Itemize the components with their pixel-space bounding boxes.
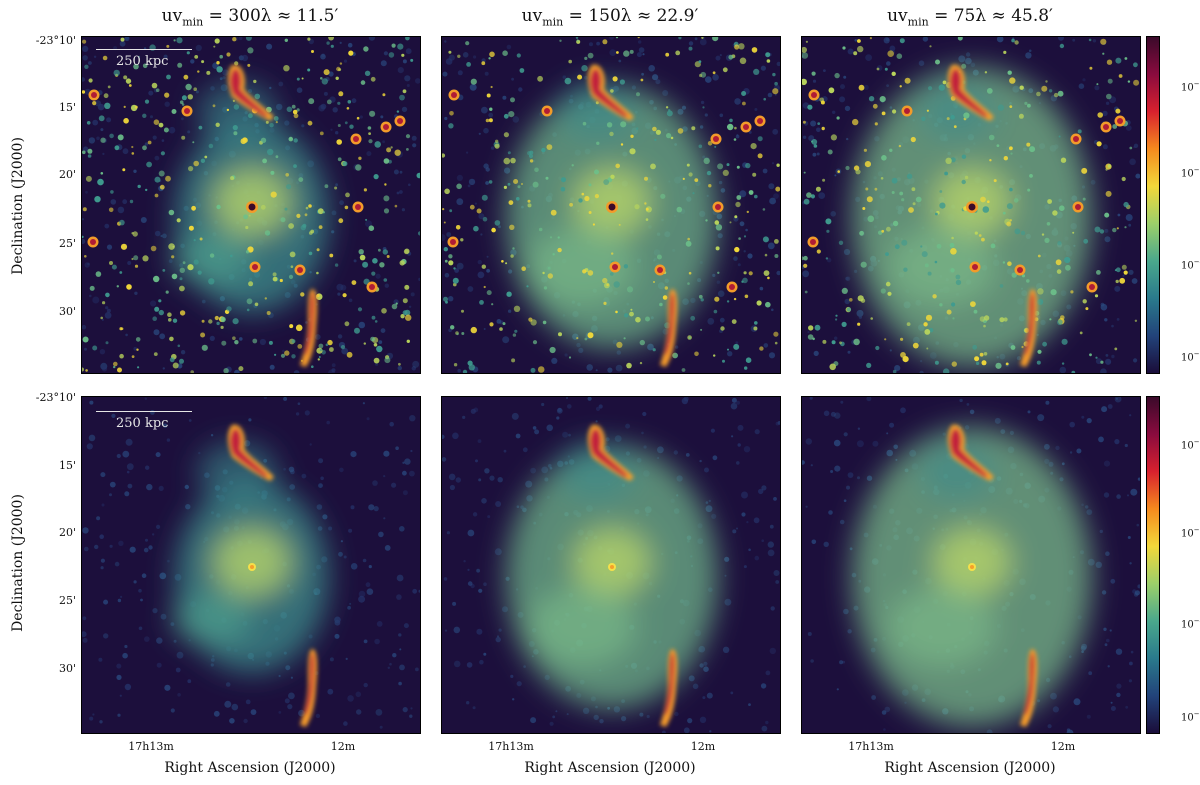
title-sub: min	[907, 15, 929, 29]
column-title-2: uvmin = 150λ ≈ 22.9′	[440, 6, 780, 28]
y-axis-label-bottom: Declination (J2000)	[10, 494, 26, 632]
radio-map-image	[82, 397, 420, 733]
scale-bar-label-top: 250 kpc	[116, 54, 169, 69]
title-prefix: uv	[161, 6, 183, 26]
x-axis-label: Right Ascension (J2000)	[164, 760, 336, 776]
y-axis-label-top: Declination (J2000)	[10, 137, 26, 275]
tick-exp: −3	[1193, 526, 1200, 534]
radio-map-image	[442, 397, 780, 733]
radio-map-image	[802, 397, 1140, 733]
title-rest: = 75λ ≈ 45.8′	[928, 6, 1053, 26]
colorbar-tick-label: 10−4	[1181, 258, 1200, 271]
title-prefix: uv	[521, 6, 543, 26]
ra-tick-label: 17h13m	[128, 740, 174, 753]
colorbar-tick-label: 10−2	[1181, 80, 1200, 93]
colorbar-tick-label: 10−4	[1181, 617, 1200, 630]
tick-exp: −2	[1193, 80, 1200, 88]
colorbar-top	[1146, 36, 1160, 374]
colorbar-tick-label: 10−5	[1181, 710, 1200, 723]
dec-tick-label: -23°10'	[35, 34, 76, 47]
map-panel-top-1	[81, 36, 421, 374]
ra-tick-label: 17h13m	[488, 740, 534, 753]
tick-exp: −2	[1193, 438, 1200, 446]
dec-tick-label: 25'	[58, 594, 76, 607]
tick-exp: −4	[1193, 258, 1200, 266]
title-sub: min	[182, 15, 204, 29]
tick-base: 10	[1181, 440, 1194, 452]
tick-exp: −5	[1193, 350, 1200, 358]
tick-base: 10	[1181, 619, 1194, 631]
tick-exp: −4	[1193, 617, 1200, 625]
ra-tick-label: 12m	[690, 740, 716, 753]
map-panel-bottom-3	[801, 396, 1141, 734]
tick-base: 10	[1181, 352, 1194, 364]
map-panel-bottom-1	[81, 396, 421, 734]
x-axis-label: Right Ascension (J2000)	[524, 760, 696, 776]
title-prefix: uv	[887, 6, 908, 26]
tick-base: 10	[1181, 260, 1194, 272]
tick-exp: −3	[1193, 166, 1200, 174]
map-panel-top-3	[801, 36, 1141, 374]
scale-bar-top	[96, 49, 192, 50]
colorbar-bottom	[1146, 396, 1160, 734]
ra-tick-label: 12m	[1050, 740, 1076, 753]
colorbar-tick-label: 10−5	[1181, 350, 1200, 363]
tick-base: 10	[1181, 82, 1194, 94]
colorbar-tick-label: 10−2	[1181, 438, 1200, 451]
scale-bar-label-bottom: 250 kpc	[116, 416, 169, 431]
tick-base: 10	[1181, 712, 1194, 724]
tick-exp: −5	[1193, 710, 1200, 718]
radio-map-image	[802, 37, 1140, 373]
radio-map-image	[442, 37, 780, 373]
dec-tick-label: 25'	[58, 237, 76, 250]
tick-base: 10	[1181, 528, 1194, 540]
dec-tick-label: 30'	[58, 305, 76, 318]
radio-map-image	[82, 37, 420, 373]
tick-base: 10	[1181, 168, 1194, 180]
dec-tick-label: 20'	[58, 526, 76, 539]
dec-tick-label: 30'	[58, 662, 76, 675]
map-panel-bottom-2	[441, 396, 781, 734]
x-axis-label: Right Ascension (J2000)	[884, 760, 1056, 776]
title-sub: min	[542, 15, 564, 29]
map-panel-top-2	[441, 36, 781, 374]
dec-tick-label: 15'	[58, 101, 76, 114]
colorbar-tick-label: 10−3	[1181, 526, 1200, 539]
scale-bar-bottom	[96, 411, 192, 412]
column-title-1: uvmin = 300λ ≈ 11.5′	[80, 6, 420, 28]
dec-tick-label: 20'	[58, 168, 76, 181]
title-rest: = 150λ ≈ 22.9′	[563, 6, 699, 26]
dec-tick-label: -23°10'	[35, 391, 76, 404]
column-title-3: uvmin = 75λ ≈ 45.8′	[800, 6, 1140, 28]
dec-tick-label: 15'	[58, 459, 76, 472]
colorbar-tick-label: 10−3	[1181, 166, 1200, 179]
ra-tick-label: 17h13m	[848, 740, 894, 753]
ra-tick-label: 12m	[330, 740, 356, 753]
title-rest: = 300λ ≈ 11.5′	[203, 6, 339, 26]
